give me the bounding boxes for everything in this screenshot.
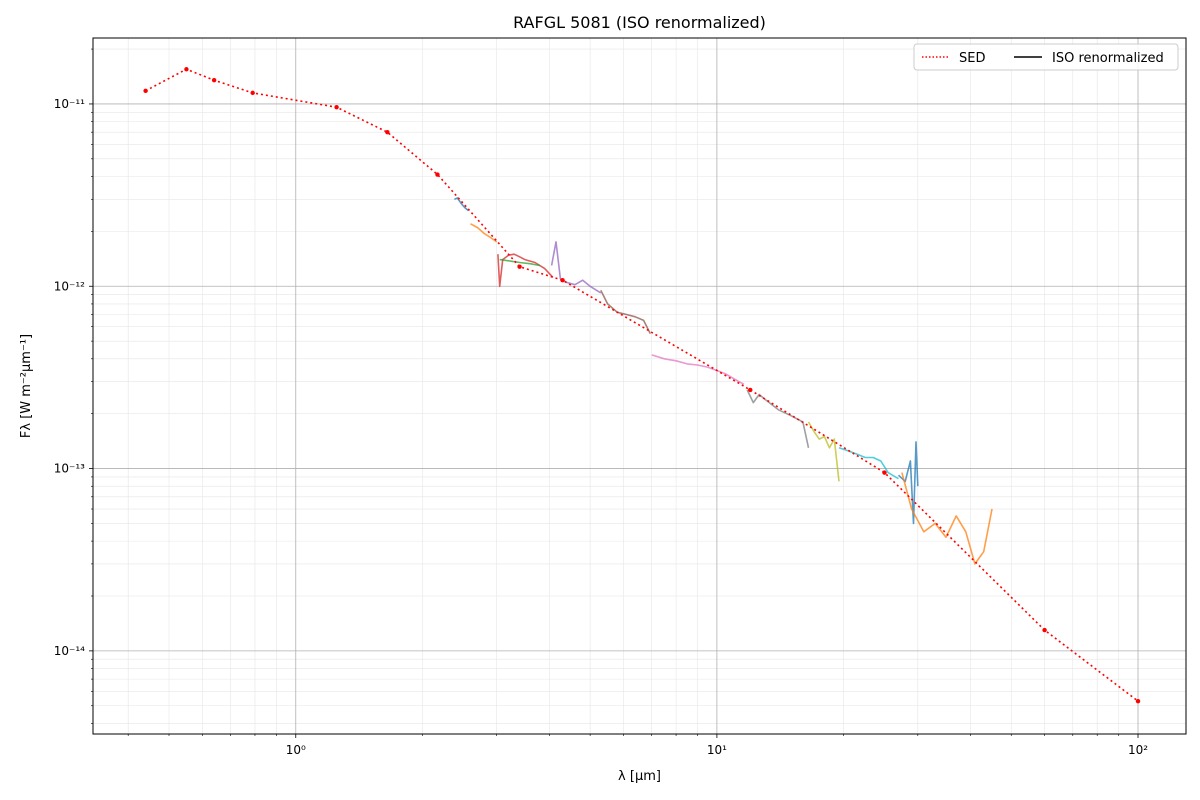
y-tick-label: 10⁻¹² (54, 279, 85, 293)
y-axis-title: Fλ [W m⁻²μm⁻¹] (19, 334, 34, 438)
sed-point (882, 470, 887, 475)
legend-iso-label: ISO renormalized (1052, 51, 1164, 66)
y-tick-label: 10⁻¹³ (54, 462, 85, 476)
iso-segment-5 (550, 241, 602, 294)
iso-spectra (454, 197, 993, 565)
x-axis-title: λ [μm] (618, 769, 661, 784)
sed-point (517, 264, 522, 269)
x-tick-label: 10² (1128, 743, 1148, 757)
x-tick-label: 10¹ (707, 743, 727, 757)
y-tick-label: 10⁻¹¹ (54, 97, 85, 111)
iso-segment-2 (470, 223, 498, 243)
sed-point (1042, 627, 1047, 633)
iso-segment-4 (499, 258, 541, 267)
chart-title: RAFGL 5081 (ISO renormalized) (513, 13, 766, 32)
legend-sed-label: SED (959, 51, 985, 66)
iso-segment-9 (807, 421, 840, 482)
iso-segment-12 (901, 472, 993, 565)
legend-box (913, 43, 1179, 71)
sed-series (143, 67, 1141, 704)
sed-point (560, 277, 565, 283)
iso-segment-7 (651, 354, 745, 386)
sed-point (1135, 698, 1141, 704)
iso-segment-6 (600, 289, 652, 334)
iso-segment-8 (746, 389, 810, 448)
sed-point (184, 67, 189, 72)
sed-point (143, 88, 148, 94)
legend: SED ISO renormalized (913, 43, 1179, 71)
sed-point (250, 90, 255, 96)
major-grid (93, 38, 1186, 734)
axis-ticks: 10⁰ 10¹ 10² 10⁻¹⁴ 10⁻¹³ 10⁻¹² 10⁻¹¹ (54, 48, 1148, 757)
sed-point (211, 77, 217, 83)
sed-point (435, 172, 440, 177)
x-tick-label: 10⁰ (286, 743, 306, 757)
sed-point (385, 129, 390, 135)
minor-grid (93, 38, 1186, 734)
sed-point (748, 387, 753, 393)
y-tick-label: 10⁻¹⁴ (54, 644, 85, 658)
plot-frame (92, 37, 1187, 735)
iso-segment-1 (454, 197, 469, 212)
sed-point (334, 104, 339, 110)
